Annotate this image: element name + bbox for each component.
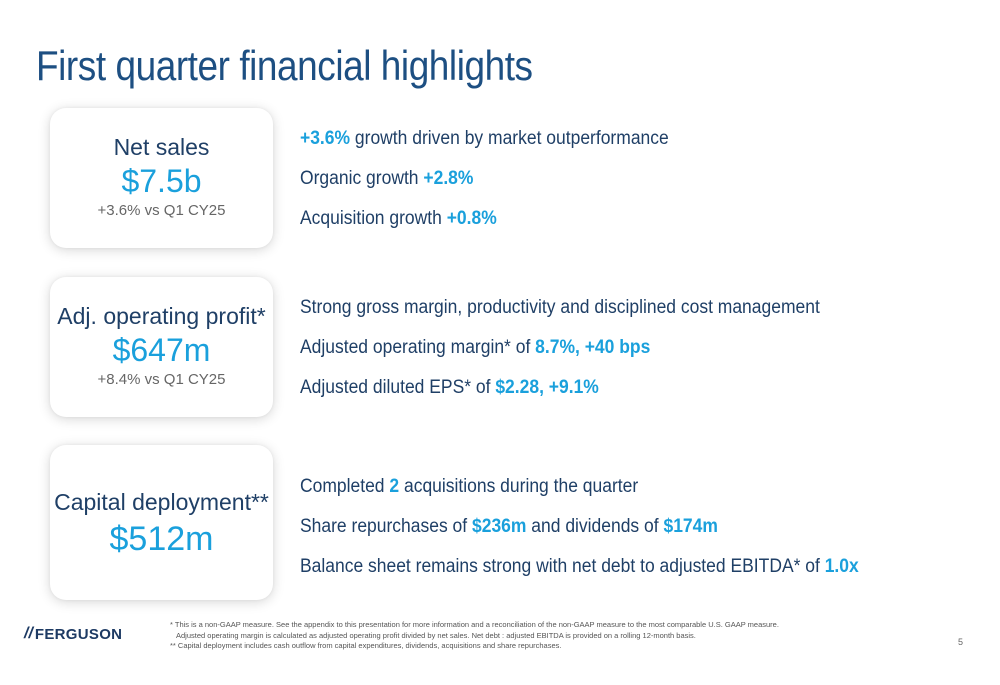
bullet-text: growth driven by market outperformance — [350, 128, 669, 149]
card-value: $7.5b — [121, 163, 202, 199]
card-label: Net sales — [113, 134, 210, 160]
bullet-highlight: 2 — [389, 476, 400, 497]
footnote: Adjusted operating margin is calculated … — [176, 630, 696, 640]
bullet-highlight: 8.7%, +40 bps — [535, 337, 651, 358]
bullet-highlight: 1.0x — [824, 556, 859, 577]
bullet-highlight: +2.8% — [423, 168, 474, 189]
bullet-text: Completed — [300, 476, 390, 497]
card-label: Capital deployment** — [54, 489, 269, 515]
operating-profit-bullets: Strong gross margin, productivity and di… — [300, 297, 865, 417]
bullet-text: Share repurchases of — [300, 516, 472, 537]
bullet-text: Adjusted operating margin* of — [300, 337, 536, 358]
slide-title: First quarter financial highlights — [36, 42, 533, 89]
capital-deployment-bullets: Completed 2 acquisitions during the quar… — [300, 476, 907, 596]
net-sales-bullets: +3.6% growth driven by market outperform… — [300, 128, 701, 248]
bullet-highlight: $236m — [471, 516, 527, 537]
bullet-line: Acquisition growth +0.8% — [300, 208, 669, 248]
bullet-text: and dividends of — [526, 516, 664, 537]
page-number: 5 — [958, 637, 964, 647]
bullet-line: Strong gross margin, productivity and di… — [300, 297, 820, 337]
bullet-line: Completed 2 acquisitions during the quar… — [300, 476, 859, 516]
card-value: $647m — [112, 332, 211, 368]
bullet-highlight: $2.28, +9.1% — [495, 377, 599, 398]
footnotes: * This is a non-GAAP measure. See the ap… — [170, 620, 930, 652]
bullet-text: acquisitions during the quarter — [399, 476, 639, 497]
bullet-line: Balance sheet remains strong with net de… — [300, 556, 859, 596]
logo-wordmark: FERGUSON — [34, 625, 123, 643]
ferguson-logo: // FERGUSON — [24, 625, 122, 643]
bullet-highlight: +3.6% — [300, 128, 351, 149]
bullet-text: Strong gross margin, productivity and di… — [300, 297, 820, 318]
card-comparison: +3.6% vs Q1 CY25 — [97, 202, 226, 219]
card-label: Adj. operating profit* — [57, 303, 266, 329]
bullet-highlight: $174m — [663, 516, 718, 537]
bullet-text: Acquisition growth — [300, 208, 447, 229]
card-value: $512m — [109, 520, 214, 558]
bullet-text: Adjusted diluted EPS* of — [300, 377, 496, 398]
bullet-text: Balance sheet remains strong with net de… — [300, 556, 825, 577]
logo-slash-icon: // — [24, 625, 33, 642]
net-sales-card: Net sales $7.5b +3.6% vs Q1 CY25 — [50, 108, 273, 248]
bullet-line: Adjusted operating margin* of 8.7%, +40 … — [300, 337, 820, 377]
footnote: * This is a non-GAAP measure. See the ap… — [170, 620, 779, 629]
bullet-line: Share repurchases of $236m and dividends… — [300, 516, 859, 556]
footnote: ** Capital deployment includes cash outf… — [170, 641, 562, 650]
bullet-text: Organic growth — [300, 168, 424, 189]
bullet-line: Organic growth +2.8% — [300, 168, 669, 208]
capital-deployment-card: Capital deployment** $512m — [50, 445, 273, 600]
bullet-line: +3.6% growth driven by market outperform… — [300, 128, 669, 168]
operating-profit-card: Adj. operating profit* $647m +8.4% vs Q1… — [50, 277, 273, 417]
bullet-highlight: +0.8% — [446, 208, 497, 229]
card-comparison: +8.4% vs Q1 CY25 — [97, 371, 226, 388]
bullet-line: Adjusted diluted EPS* of $2.28, +9.1% — [300, 377, 820, 417]
